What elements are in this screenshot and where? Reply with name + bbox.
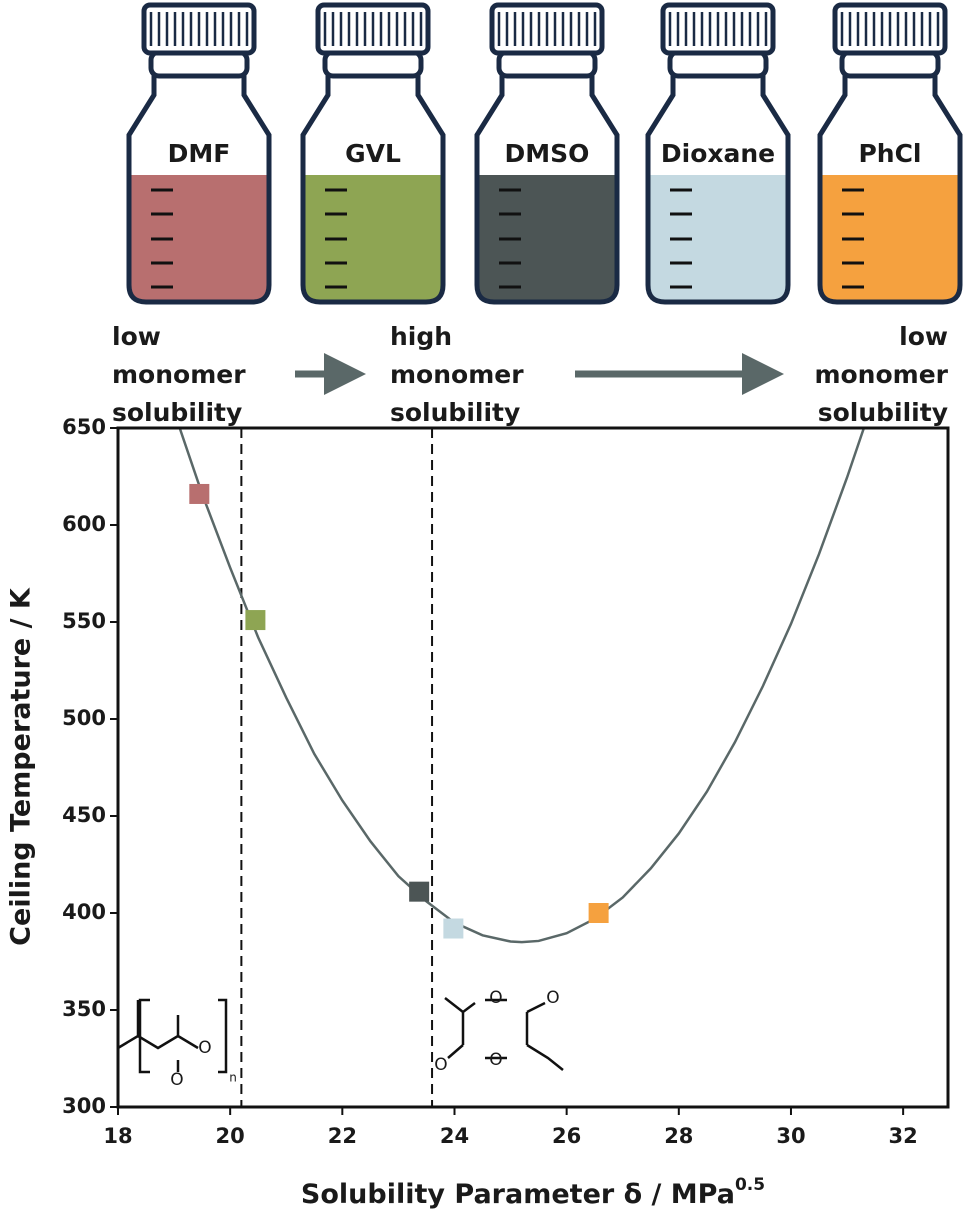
- bottle-liquid: [648, 175, 788, 302]
- bottle-liquid: [820, 175, 960, 302]
- bottle-label: DMSO: [505, 139, 590, 168]
- bottle-collar: [148, 49, 250, 79]
- data-point: [189, 483, 210, 504]
- x-tick-label: 22: [328, 1124, 357, 1148]
- x-axis-title: Solubility Parameter δ / MPa0.5: [301, 1175, 765, 1210]
- annotation: monomer: [814, 360, 948, 389]
- atom-label: O: [489, 988, 502, 1008]
- bottle-body: [817, 72, 963, 305]
- y-tick-label: 550: [62, 609, 106, 633]
- y-tick-label: 450: [62, 803, 106, 827]
- bottle-collar: [322, 49, 424, 79]
- annotation: low: [112, 322, 161, 351]
- x-tick-label: 24: [440, 1124, 469, 1148]
- bottle-liquid: [303, 175, 443, 302]
- bottle-liquid: [129, 175, 269, 302]
- atom-label: O: [170, 1070, 183, 1090]
- data-point: [245, 610, 266, 631]
- atom-label: O: [489, 1050, 502, 1070]
- annotation: monomer: [390, 360, 524, 389]
- bottle-collar: [496, 49, 598, 79]
- x-axis-title-sup: 0.5: [735, 1175, 765, 1195]
- atom-label: O: [434, 1055, 447, 1075]
- x-tick-label: 20: [216, 1124, 245, 1148]
- bottle-collar: [667, 49, 769, 79]
- annotation: low: [899, 322, 948, 351]
- annotation: monomer: [112, 360, 246, 389]
- polymer-structure: [117, 998, 228, 1074]
- x-tick-label: 32: [889, 1124, 918, 1148]
- atom-label: O: [546, 988, 559, 1008]
- x-tick-label: 28: [664, 1124, 693, 1148]
- x-tick-label: 18: [103, 1124, 132, 1148]
- annotation: solubility: [818, 398, 948, 427]
- bottle-body: [300, 72, 446, 305]
- data-point: [588, 903, 609, 923]
- monomer-structure: [444, 997, 564, 1071]
- bottle-liquid: [477, 175, 617, 302]
- y-tick-label: 300: [62, 1094, 106, 1118]
- y-tick-label: 400: [62, 900, 106, 924]
- y-tick-label: 500: [62, 706, 106, 730]
- bottle-label: Dioxane: [661, 139, 775, 168]
- subscript: n: [229, 1071, 237, 1085]
- bottle-label: GVL: [345, 139, 401, 168]
- bottle-collar: [839, 49, 941, 79]
- plot-frame: [116, 426, 950, 1109]
- fit-curve: [178, 428, 866, 944]
- annotation: solubility: [112, 398, 242, 427]
- bottle-label: DMF: [168, 139, 231, 168]
- atom-label: O: [198, 1038, 211, 1058]
- data-point: [443, 918, 464, 939]
- y-tick-label: 350: [62, 997, 106, 1021]
- bottle-body: [474, 72, 620, 305]
- x-tick-label: 26: [552, 1124, 581, 1148]
- annotation: high: [390, 322, 452, 351]
- bottle-body: [126, 72, 272, 305]
- annotation: solubility: [390, 398, 520, 427]
- x-tick-label: 30: [776, 1124, 805, 1148]
- x-axis-title-text: Solubility Parameter δ / MPa: [301, 1179, 735, 1210]
- y-axis-title: Ceiling Temperature / K: [6, 587, 37, 946]
- y-tick-label: 650: [62, 415, 106, 439]
- bottle-label: PhCl: [858, 139, 921, 168]
- y-tick-label: 600: [62, 512, 106, 536]
- data-point: [409, 881, 430, 902]
- bottle-body: [645, 72, 791, 305]
